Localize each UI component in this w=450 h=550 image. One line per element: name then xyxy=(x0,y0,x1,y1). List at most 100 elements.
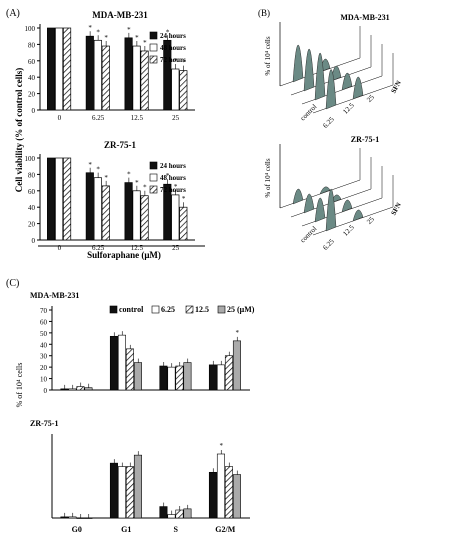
legend-label: 48 hours xyxy=(160,174,186,182)
significance-mark: * xyxy=(127,171,131,179)
bar xyxy=(224,466,233,519)
bar xyxy=(140,195,149,241)
bar xyxy=(124,37,133,111)
histogram-y-label: % of 10⁴ cells xyxy=(264,36,272,75)
bar xyxy=(125,348,134,391)
legend-swatch xyxy=(149,43,158,52)
significance-mark: * xyxy=(166,28,170,36)
bar xyxy=(84,387,93,391)
chart-title: ZR-75-1 xyxy=(104,140,136,150)
significance-mark: * xyxy=(182,195,186,203)
bar xyxy=(133,454,142,519)
legend-swatch xyxy=(149,55,158,64)
histogram-depth-label: control xyxy=(299,103,319,123)
histogram-depth-label: 6.25 xyxy=(321,115,336,130)
histogram-axis-label: SFN xyxy=(389,79,403,94)
bar xyxy=(167,514,176,519)
histogram-peak xyxy=(325,188,337,232)
significance-mark: * xyxy=(166,172,170,180)
significance-mark: * xyxy=(135,34,139,42)
y-tick-label: 40 xyxy=(40,341,48,349)
histogram-peak xyxy=(352,76,364,100)
x-tick-label: 6.25 xyxy=(92,244,105,252)
viability-chart-mda: 0 20 40 60 80 100 MDA-MB-231 0 * * * 6.25 * * * 12.5 * * *… xyxy=(25,10,195,122)
panel-a-label: (A) xyxy=(6,8,20,19)
bar xyxy=(183,508,192,519)
bar xyxy=(60,388,69,391)
y-tick-label: 30 xyxy=(40,353,48,361)
cell-cycle-chart-zr: ZR-75-1 G0 G1 S G2/M * xyxy=(30,419,250,534)
x-tick-label: 12.5 xyxy=(131,244,144,252)
cell-cycle-chart-mda: MDA-MB-231 0 10 20 30 40 50 60 70 * control 6.25 12.… xyxy=(30,291,255,395)
legend-swatch xyxy=(149,185,158,194)
panel-a-y-label: Cell viability (% of control cells) xyxy=(14,68,24,193)
bar xyxy=(55,27,64,111)
legend-swatch xyxy=(109,305,118,314)
legend-swatch xyxy=(149,31,158,40)
significance-mark: * xyxy=(236,329,240,337)
x-tick-label: 12.5 xyxy=(131,114,144,122)
legend-label: 25 (μM) xyxy=(227,305,255,314)
legend-label: 24 hours xyxy=(160,162,186,170)
legend-label: 12.5 xyxy=(195,305,209,314)
panel-b-label: (B) xyxy=(258,8,270,18)
x-tick-label: G2/M xyxy=(215,525,235,534)
bar xyxy=(93,39,102,111)
legend-label: 72 hours xyxy=(160,186,186,194)
bar xyxy=(216,364,225,391)
x-tick-label: 0 xyxy=(58,244,62,252)
bar xyxy=(175,365,184,391)
bar xyxy=(167,366,176,391)
y-tick-label: 0 xyxy=(32,237,36,245)
bar xyxy=(63,157,72,241)
histogram-depth-label: control xyxy=(299,225,319,245)
bar xyxy=(232,340,241,391)
y-tick-label: 20 xyxy=(28,91,36,99)
bar xyxy=(125,466,134,519)
y-tick-label: 100 xyxy=(25,25,36,33)
bar xyxy=(208,471,217,519)
x-tick-label: 25 xyxy=(172,114,180,122)
bar xyxy=(224,355,233,391)
bar xyxy=(179,70,188,111)
bar xyxy=(76,386,85,391)
legend-label: 24 hours xyxy=(160,32,186,40)
significance-mark: * xyxy=(143,39,147,47)
bar xyxy=(175,509,184,519)
y-tick-label: 80 xyxy=(28,171,36,179)
histogram-peak xyxy=(303,193,315,214)
x-tick-label: 25 xyxy=(172,244,180,252)
histogram-depth-label: 12.5 xyxy=(341,101,356,116)
significance-mark: * xyxy=(174,57,178,65)
histogram-peak xyxy=(314,197,326,223)
x-tick-label: G0 xyxy=(72,525,82,534)
significance-mark: * xyxy=(96,166,100,174)
bar xyxy=(133,362,142,391)
y-tick-label: 20 xyxy=(40,364,48,372)
histogram-peak xyxy=(292,44,304,83)
significance-mark: * xyxy=(127,26,131,34)
bar xyxy=(216,453,225,519)
y-tick-label: 10 xyxy=(40,376,48,384)
significance-mark: * xyxy=(88,24,92,32)
y-tick-label: 20 xyxy=(28,221,36,229)
significance-mark: * xyxy=(182,59,186,67)
legend-label: 48 hours xyxy=(160,44,186,52)
bar xyxy=(76,517,85,519)
bar xyxy=(93,177,102,241)
bar xyxy=(124,182,133,241)
bar xyxy=(60,516,69,519)
histogram-peak xyxy=(352,209,364,222)
histogram-peak xyxy=(319,186,331,195)
bar xyxy=(55,157,64,241)
x-tick-label: 0 xyxy=(58,114,62,122)
bar xyxy=(63,27,72,111)
y-tick-label: 40 xyxy=(28,74,36,82)
histogram-peak xyxy=(314,52,326,101)
histogram-depth-label: 6.25 xyxy=(321,237,336,252)
bar xyxy=(47,27,56,111)
histogram-depth-label: 25 xyxy=(365,215,376,226)
bar xyxy=(140,50,149,111)
significance-mark: * xyxy=(104,174,108,182)
